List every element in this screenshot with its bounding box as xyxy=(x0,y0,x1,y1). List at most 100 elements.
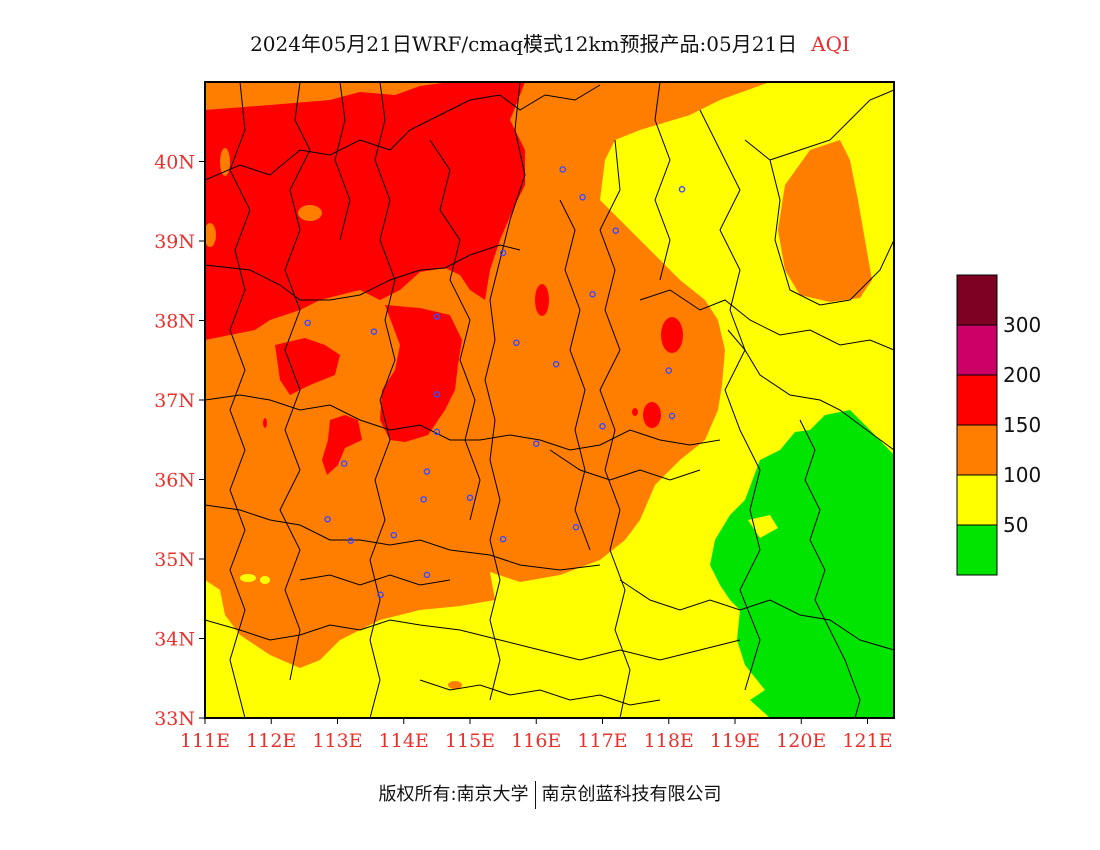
city-marker xyxy=(304,319,311,327)
aqi-region-red xyxy=(205,82,525,340)
boundary-line xyxy=(799,419,861,718)
lat-label: 40N xyxy=(154,152,195,174)
lon-label: 117E xyxy=(577,730,627,752)
lon-label: 119E xyxy=(710,730,760,752)
aqi-hole-yellow-south xyxy=(240,574,256,582)
city-marker xyxy=(433,428,441,436)
lon-label: 115E xyxy=(445,730,495,752)
city-markers xyxy=(304,166,686,599)
map-title: 2024年05月21日WRF/cmaq模式12km预报产品:05月21日 AQI xyxy=(0,28,1100,57)
lat-label: 33N xyxy=(154,708,195,730)
boundary-line xyxy=(654,82,671,281)
lon-label: 120E xyxy=(776,730,826,752)
lon-label: 112E xyxy=(246,730,296,752)
lon-label: 111E xyxy=(180,730,230,752)
boundary-line xyxy=(769,89,894,161)
boundary-line xyxy=(205,84,601,181)
legend-label: 150 xyxy=(1003,413,1041,437)
aqi-hot-3 xyxy=(643,402,661,428)
city-marker xyxy=(589,290,596,298)
lon-label: 113E xyxy=(312,730,362,752)
boundary-line xyxy=(559,199,591,551)
lat-label: 36N xyxy=(154,470,195,492)
boundary-line xyxy=(699,109,761,691)
lon-label: 114E xyxy=(379,730,429,752)
city-marker xyxy=(678,186,686,193)
city-marker xyxy=(423,468,431,475)
boundary-line xyxy=(484,82,526,701)
city-marker xyxy=(370,328,378,335)
legend-label: 300 xyxy=(1003,313,1041,337)
city-marker xyxy=(532,440,540,448)
copyright-right: 南京创蓝科技有限公司 xyxy=(541,784,722,805)
aqi-hot-4 xyxy=(632,408,638,416)
boundary-line xyxy=(299,574,451,586)
aqi-hole-orange-2 xyxy=(220,148,230,176)
city-marker xyxy=(433,313,441,320)
boundary-line xyxy=(279,82,311,681)
lon-label: 121E xyxy=(842,730,892,752)
city-marker xyxy=(420,496,427,503)
aqi-hole-yellow-coast xyxy=(748,515,778,538)
legend-swatch xyxy=(956,324,998,376)
aqi-hot-1 xyxy=(535,284,549,316)
latitude-axis: 33N 34N 35N 36N 37N 38N 39N 40N xyxy=(154,152,205,730)
aqi-region-red-south-west xyxy=(322,415,362,475)
legend-label: 100 xyxy=(1003,463,1041,487)
boundary-line xyxy=(429,139,481,521)
lat-label: 35N xyxy=(154,549,195,571)
lat-label: 34N xyxy=(154,629,195,651)
city-marker xyxy=(340,460,348,467)
city-marker xyxy=(513,339,520,347)
lat-label: 38N xyxy=(154,311,195,333)
aqi-hole-orange-3 xyxy=(205,223,216,247)
lon-label: 116E xyxy=(511,730,561,752)
legend-swatch xyxy=(956,374,998,426)
aqi-region-orange-spot xyxy=(448,681,462,689)
city-marker xyxy=(579,193,586,201)
city-marker xyxy=(433,391,441,398)
boundary-line xyxy=(205,619,741,661)
aqi-field xyxy=(205,82,894,718)
legend-label: 50 xyxy=(1003,513,1028,537)
city-marker xyxy=(499,535,507,543)
city-marker xyxy=(499,249,507,257)
aqi-region-orange-bohai xyxy=(778,140,872,302)
boundary-line xyxy=(599,139,631,718)
lat-label: 37N xyxy=(154,390,195,412)
lat-label: 39N xyxy=(154,231,195,253)
aqi-hot-2 xyxy=(661,317,683,353)
legend-swatch xyxy=(956,274,998,326)
legend-swatch xyxy=(956,424,998,476)
longitude-axis: 111E 112E 113E 114E 115E 116E 117E 118E 119E 120E… xyxy=(180,718,893,752)
city-marker xyxy=(599,422,606,430)
aqi-hole-yellow-south-2 xyxy=(260,576,270,584)
city-marker xyxy=(668,412,676,420)
aqi-hole-orange-1 xyxy=(298,205,322,221)
admin-boundaries xyxy=(205,82,894,718)
aqi-hot-5 xyxy=(263,418,267,428)
city-marker xyxy=(347,537,355,545)
boundary-line xyxy=(205,244,521,301)
title-text: 2024年05月21日WRF/cmaq模式12km预报产品:05月21日 xyxy=(250,32,798,56)
coastline xyxy=(744,139,894,306)
boundary-line xyxy=(639,289,894,351)
city-marker xyxy=(572,523,580,531)
city-marker xyxy=(665,367,673,374)
city-marker xyxy=(324,515,331,523)
city-marker xyxy=(559,166,567,173)
boundary-line xyxy=(334,82,351,241)
city-marker xyxy=(552,360,560,368)
aqi-region-red-west xyxy=(275,338,340,395)
footer-separator xyxy=(534,781,536,809)
city-marker xyxy=(466,494,474,502)
boundary-line xyxy=(229,82,251,718)
aqi-legend: 50 100 150 200 300 xyxy=(956,274,1041,576)
copyright-left: 版权所有:南京大学 xyxy=(378,784,529,805)
city-marker xyxy=(423,571,431,579)
legend-label: 200 xyxy=(1003,363,1041,387)
legend-swatch xyxy=(956,474,998,526)
coastline xyxy=(727,329,894,451)
legend-swatch xyxy=(956,524,998,576)
